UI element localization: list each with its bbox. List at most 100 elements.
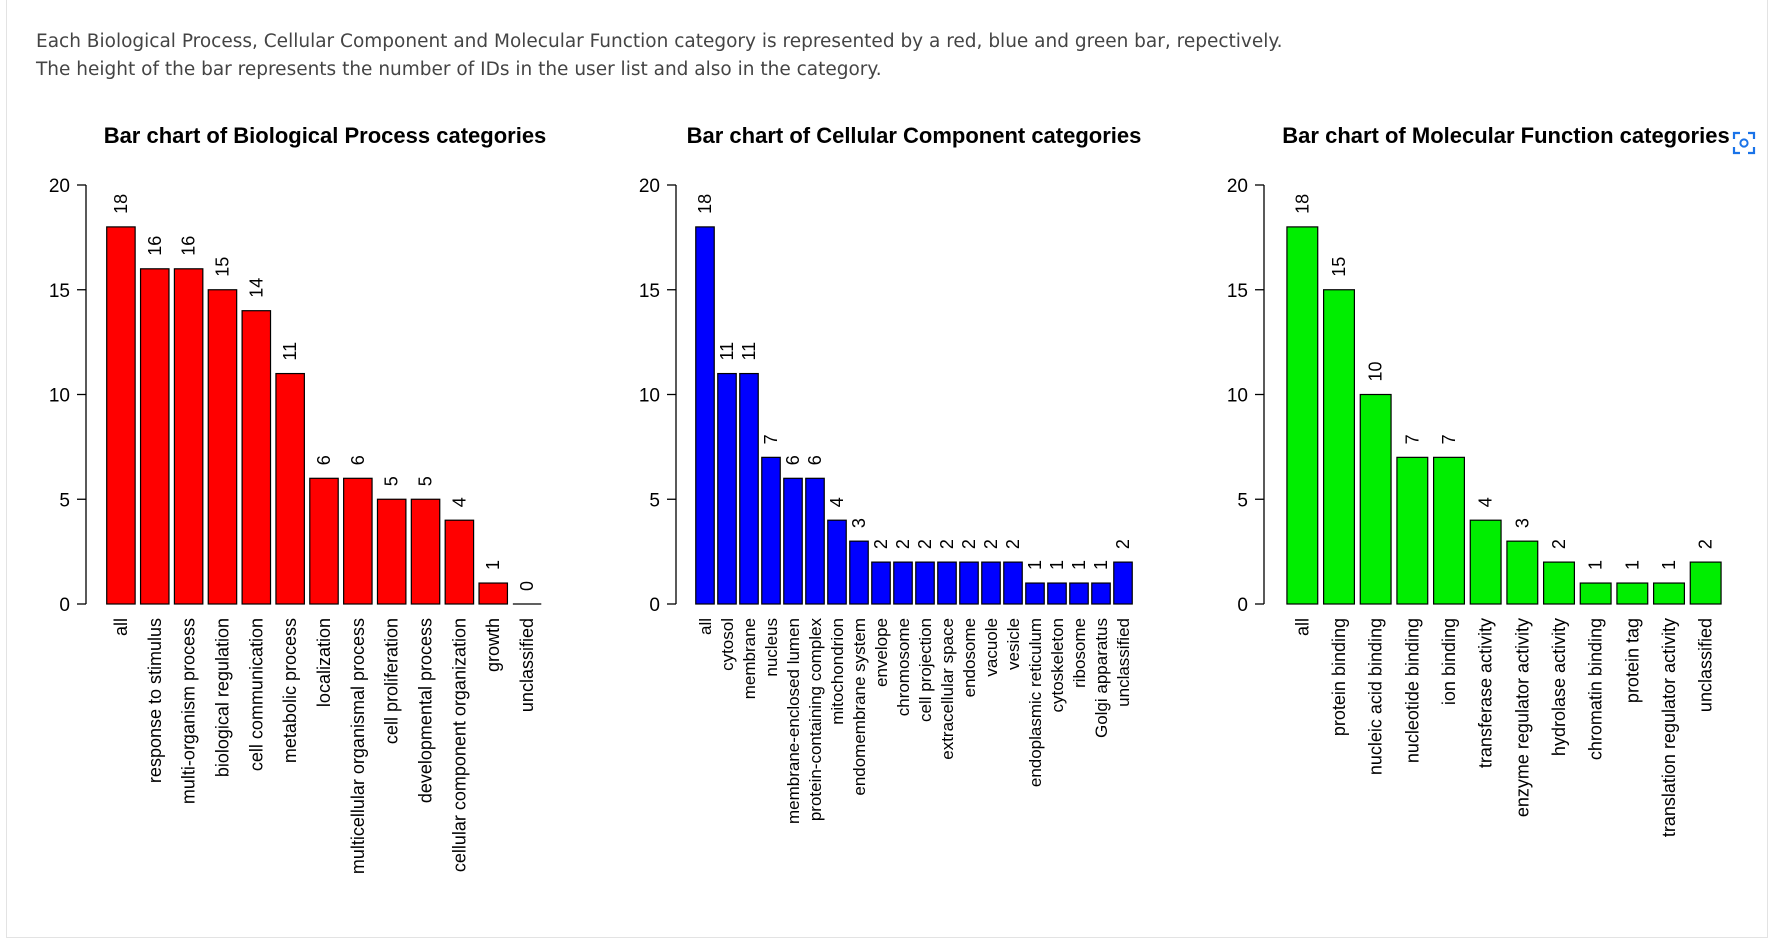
category-label: envelope [872,618,891,687]
category-label: cellular component organization [449,618,469,872]
bar [1542,561,1575,605]
bar [207,289,238,605]
category-label: enzyme regulator activity [1512,618,1532,817]
category-label: cell communication [246,618,266,771]
data-label: 2 [981,539,1001,549]
data-label: 2 [915,539,935,549]
bar [1359,393,1392,605]
data-label: 1 [1025,560,1045,570]
data-label: 7 [1439,434,1459,444]
category-label: protein tag [1622,618,1642,703]
y-tick-label: 10 [639,386,660,407]
data-label: 2 [937,539,957,549]
bar [1322,289,1355,605]
category-label: growth [483,618,503,672]
bar [1286,226,1319,605]
category-label: vesicle [1004,618,1023,670]
data-label: 6 [314,455,334,465]
y-tick-label: 10 [49,386,70,407]
category-label: endoplasmic reticulum [1026,618,1045,787]
category-label: biological regulation [212,618,232,777]
data-label: 1 [1659,560,1679,570]
data-label: 6 [783,455,803,465]
bar [444,519,475,605]
category-label: metabolic process [280,618,300,763]
bar [915,561,935,605]
bar [1003,561,1023,605]
data-label: 11 [280,342,300,361]
y-tick-label: 0 [649,595,660,616]
bar [410,498,441,605]
category-label: extracellular space [938,618,957,760]
bar [805,477,825,605]
category-label: unclassified [517,618,537,712]
y-tick-label: 0 [1237,595,1248,616]
data-label: 18 [695,194,715,214]
data-label: 11 [739,342,759,361]
data-label: 5 [416,476,436,486]
bar [106,226,136,605]
data-label: 2 [959,539,979,549]
bar [478,582,509,605]
category-label: membrane [740,618,759,699]
y-tick-label: 15 [49,281,70,302]
bar [376,498,407,605]
bar [139,268,170,605]
data-label: 3 [849,518,869,528]
data-label: 2 [893,539,913,549]
data-label: 18 [1292,194,1312,214]
data-label: 3 [1512,518,1532,528]
data-label: 10 [1366,361,1386,381]
category-label: cell proliferation [382,618,402,744]
y-tick-label: 20 [49,176,70,197]
category-label: all [1292,618,1312,636]
data-label: 15 [1329,257,1349,277]
category-label: multicellular organismal process [348,618,368,874]
data-label: 0 [517,581,537,591]
category-label: mitochondrion [828,618,847,725]
bar [783,477,803,605]
category-label: endomembrane system [850,618,869,796]
data-label: 18 [111,194,131,214]
data-label: 4 [827,497,847,507]
category-label: multi-organism process [179,618,199,804]
category-label: all [111,618,131,636]
bar [343,477,373,605]
bar-chart-1: Bar chart of Biological Process categori… [49,123,546,874]
category-label: vacuole [982,618,1001,677]
data-label: 2 [1113,539,1133,549]
bar [1689,561,1722,605]
y-tick-label: 10 [1227,386,1248,407]
category-label: membrane-enclosed lumen [784,618,803,824]
category-label: hydrolase activity [1549,618,1569,756]
category-label: chromosome [894,618,913,716]
chart-description: Each Biological Process, Cellular Compon… [36,28,1336,84]
data-label: 14 [246,278,266,298]
data-label: 2 [1003,539,1023,549]
bar [1091,582,1111,605]
data-label: 1 [483,560,503,570]
bar [1113,561,1133,605]
y-tick-label: 5 [59,490,70,511]
bar-chart-3: Bar chart of Molecular Function categori… [1227,123,1730,837]
category-label: unclassified [1114,618,1133,707]
data-label: 1 [1622,560,1642,570]
category-label: cytoskeleton [1048,618,1067,713]
data-label: 2 [871,539,891,549]
category-label: chromatin binding [1586,618,1606,760]
category-label: developmental process [416,618,436,803]
category-label: translation regulator activity [1659,618,1679,837]
bar [1579,582,1612,605]
data-label: 16 [145,236,165,256]
data-label: 2 [1549,539,1569,549]
y-tick-label: 5 [1237,490,1248,511]
bar [275,372,305,605]
bar [1616,582,1649,605]
bar [241,310,272,605]
category-label: transferase activity [1476,618,1496,768]
data-label: 4 [1476,497,1496,507]
bar [981,561,1001,605]
category-label: Golgi apparatus [1092,618,1111,738]
scan-icon[interactable] [1732,131,1756,155]
data-label: 15 [212,257,232,277]
